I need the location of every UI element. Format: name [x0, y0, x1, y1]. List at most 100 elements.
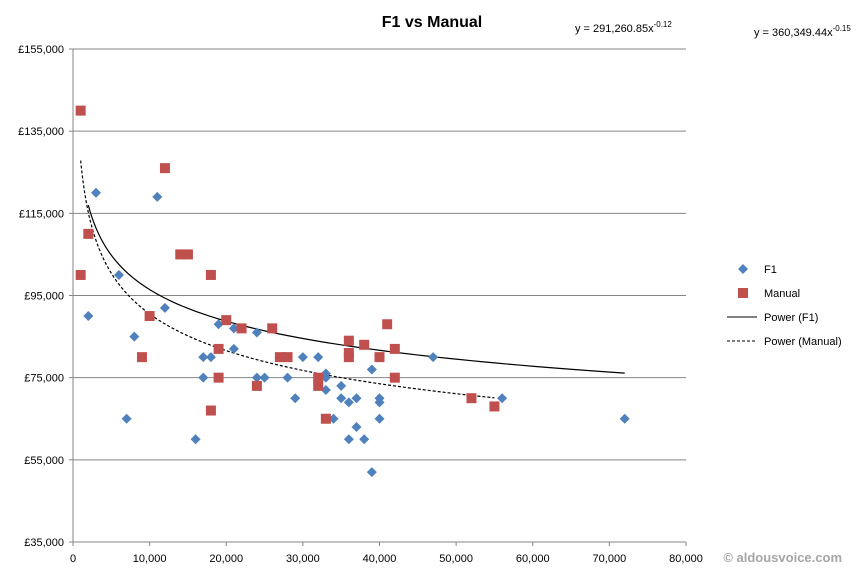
f1-data-point: [190, 434, 201, 445]
f1-data-point: [290, 393, 301, 404]
y-tick-label: £35,000: [24, 537, 64, 549]
axes: [69, 48, 687, 546]
manual-data-point: [175, 249, 186, 260]
watermark: © aldousvoice.com: [723, 550, 842, 565]
f1-data-point: [129, 331, 140, 342]
legend-label-manual: Manual: [764, 288, 800, 300]
manual-data-point: [236, 323, 247, 334]
f1-data-point: [313, 352, 324, 363]
f1-data-point: [251, 372, 262, 383]
f1-data-point: [320, 372, 331, 383]
x-tick-label: 10,000: [133, 553, 167, 565]
y-axis-tick-labels: £35,000 £55,000 £75,000 £95,000 £115,000 £135…: [18, 44, 64, 549]
manual-data-point: [213, 372, 224, 383]
data-points: [75, 105, 630, 478]
f1-data-point: [251, 327, 262, 338]
f1-data-point: [343, 434, 354, 445]
manual-data-point: [75, 269, 86, 280]
f1-data-point: [228, 343, 239, 354]
x-tick-label: 70,000: [593, 553, 627, 565]
chart-title: F1 vs Manual: [382, 14, 482, 31]
f1-data-point: [366, 467, 377, 478]
manual-data-point: [466, 393, 477, 404]
f1-data-point: [351, 393, 362, 404]
legend-item-f1: F1: [738, 264, 777, 276]
legend-label-power-f1: Power (F1): [764, 312, 818, 324]
x-tick-label: 0: [70, 553, 76, 565]
manual-data-point: [313, 372, 324, 383]
manual-data-point: [389, 343, 400, 354]
trendline-power-f1: [87, 204, 625, 374]
y-tick-label: £55,000: [24, 455, 64, 467]
legend-label-f1: F1: [764, 264, 777, 276]
manual-data-point: [75, 105, 86, 116]
y-tick-label: £155,000: [18, 44, 64, 56]
f1-data-point: [336, 393, 347, 404]
f1-data-point: [121, 413, 132, 424]
trendline-power-manual: [80, 160, 495, 399]
f1-data-point: [343, 397, 354, 408]
legend: F1 Manual Power (F1) Power (Manual): [727, 264, 842, 348]
x-tick-label: 20,000: [209, 553, 243, 565]
manual-data-point: [389, 372, 400, 383]
manual-data-point: [221, 315, 232, 326]
f1-data-point: [359, 434, 370, 445]
manual-data-point: [159, 163, 170, 174]
manual-data-point: [213, 343, 224, 354]
legend-f1-diamond-marker: [738, 264, 748, 274]
f1-data-point: [213, 319, 224, 330]
f1-data-point: [297, 352, 308, 363]
f1-data-point: [259, 372, 270, 383]
f1-data-point: [282, 372, 293, 383]
y-tick-label: £75,000: [24, 373, 64, 385]
manual-data-point: [136, 352, 147, 363]
x-tick-label: 60,000: [516, 553, 550, 565]
f1-data-point: [619, 413, 630, 424]
f1-trendline-equation: y = 291,260.85x-0.12: [575, 20, 672, 35]
y-tick-label: £135,000: [18, 126, 64, 138]
x-tick-label: 40,000: [363, 553, 397, 565]
f1-data-point: [336, 380, 347, 391]
manual-data-point: [274, 352, 285, 363]
manual-data-point: [282, 352, 293, 363]
f1-data-point: [428, 352, 439, 363]
f1-data-point: [328, 413, 339, 424]
f1-data-point: [228, 323, 239, 334]
manual-data-point: [83, 228, 94, 239]
f1-data-point: [159, 302, 170, 313]
f1-data-point: [366, 364, 377, 375]
manual-data-point: [320, 413, 331, 424]
f1-data-point: [152, 191, 163, 202]
f1-data-point: [90, 187, 101, 198]
f1-data-point: [374, 413, 385, 424]
x-axis-tick-labels: 0 10,000 20,000 30,000 40,000 50,000 60,000 70,…: [70, 553, 703, 565]
legend-item-manual: Manual: [738, 288, 800, 300]
f1-data-point: [113, 269, 124, 280]
manual-data-point: [382, 319, 393, 330]
manual-data-point: [343, 348, 354, 359]
y-tick-label: £95,000: [24, 291, 64, 303]
manual-data-point: [343, 335, 354, 346]
x-tick-label: 80,000: [669, 553, 703, 565]
legend-item-power-f1: Power (F1): [727, 312, 818, 324]
manual-data-point: [144, 311, 155, 322]
manual-data-point: [359, 339, 370, 350]
manual-data-point: [205, 269, 216, 280]
x-tick-label: 50,000: [439, 553, 473, 565]
legend-item-power-manual: Power (Manual): [727, 336, 842, 348]
f1-data-point: [198, 372, 209, 383]
manual-data-point: [489, 401, 500, 412]
f1-data-point: [497, 393, 508, 404]
manual-data-point: [182, 249, 193, 260]
legend-label-power-manual: Power (Manual): [764, 336, 842, 348]
f1-data-point: [320, 384, 331, 395]
f1-data-point: [83, 311, 94, 322]
gridlines: [73, 48, 686, 461]
y-tick-label: £115,000: [19, 208, 64, 220]
manual-trendline-equation: y = 360,349.44x-0.15: [754, 24, 851, 39]
manual-data-point: [251, 380, 262, 391]
legend-manual-square-marker: [738, 288, 748, 298]
manual-data-point: [205, 405, 216, 416]
f1-data-point: [205, 352, 216, 363]
